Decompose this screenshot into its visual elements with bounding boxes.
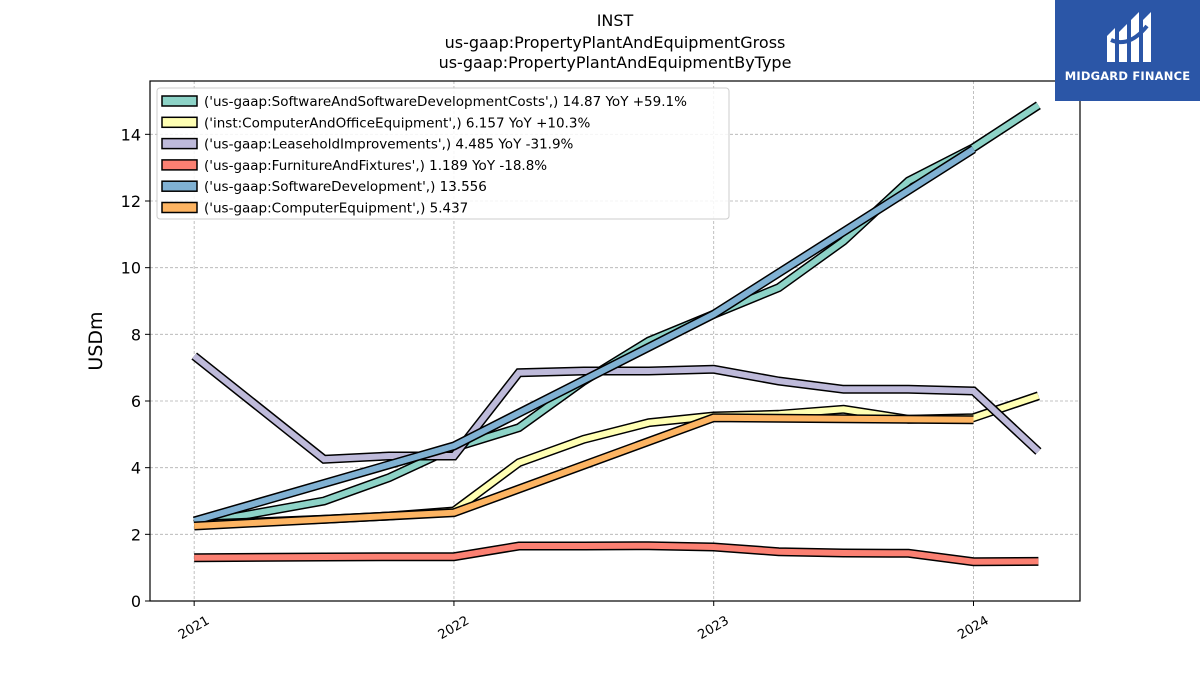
legend-swatch: [161, 201, 198, 214]
legend-swatch: [161, 159, 198, 171]
series-line: [192, 353, 1041, 463]
plot-frame: [149, 80, 1081, 602]
y-tick-label: 0: [131, 592, 141, 611]
legend-label: ('us-gaap:ComputerEquipment',) 5.437: [204, 201, 468, 217]
series-line: [193, 146, 976, 524]
y-tick-label: 14: [121, 125, 141, 144]
chart-title-line-2: us-gaap:PropertyPlantAndEquipmentGross: [444, 33, 786, 52]
legend-swatch: [161, 95, 198, 107]
series-line: [193, 102, 1041, 528]
x-tick-label: 2021: [176, 613, 212, 643]
y-tick-label: 2: [131, 525, 141, 544]
legend-label: ('us-gaap:SoftwareDevelopment',) 13.556: [204, 179, 487, 195]
legend-label: ('us-gaap:LeaseholdImprovements',) 4.485…: [204, 137, 574, 153]
x-tick-label: 2022: [436, 613, 472, 643]
legend-swatch: [161, 137, 198, 150]
series-line-outline: [193, 413, 974, 531]
brand-name: MIDGARD FINANCE: [1064, 69, 1191, 83]
legend-label: ('inst:ComputerAndOfficeEquipment',) 6.1…: [204, 115, 590, 131]
legend-swatch: [161, 116, 198, 129]
legend-label: ('us-gaap:FurnitureAndFixtures',) 1.189 …: [204, 158, 547, 174]
brand-logo: MIDGARD FINANCE: [1055, 0, 1200, 101]
chart-title-line-1: INST: [596, 11, 634, 30]
legend-box: [156, 87, 730, 220]
y-tick-label: 6: [131, 392, 141, 411]
series-line: [194, 542, 1039, 565]
legend-label: ('us-gaap:SoftwareAndSoftwareDevelopment…: [204, 94, 687, 110]
midgard-logo-icon: [1107, 12, 1151, 62]
y-tick-label: 10: [121, 259, 141, 278]
y-axis-label: USDm: [85, 311, 107, 370]
chart-title-line-3: us-gaap:PropertyPlantAndEquipmentByType: [438, 53, 792, 72]
y-tick-label: 4: [131, 459, 141, 478]
y-tick-label: 12: [121, 192, 141, 211]
legend-swatch: [161, 180, 198, 192]
x-tick-label: 2023: [696, 613, 732, 643]
series-line: [194, 414, 974, 529]
x-tick-label: 2024: [955, 613, 991, 643]
legend: ('us-gaap:SoftwareAndSoftwareDevelopment…: [156, 87, 730, 220]
y-tick-label: 8: [131, 325, 141, 344]
